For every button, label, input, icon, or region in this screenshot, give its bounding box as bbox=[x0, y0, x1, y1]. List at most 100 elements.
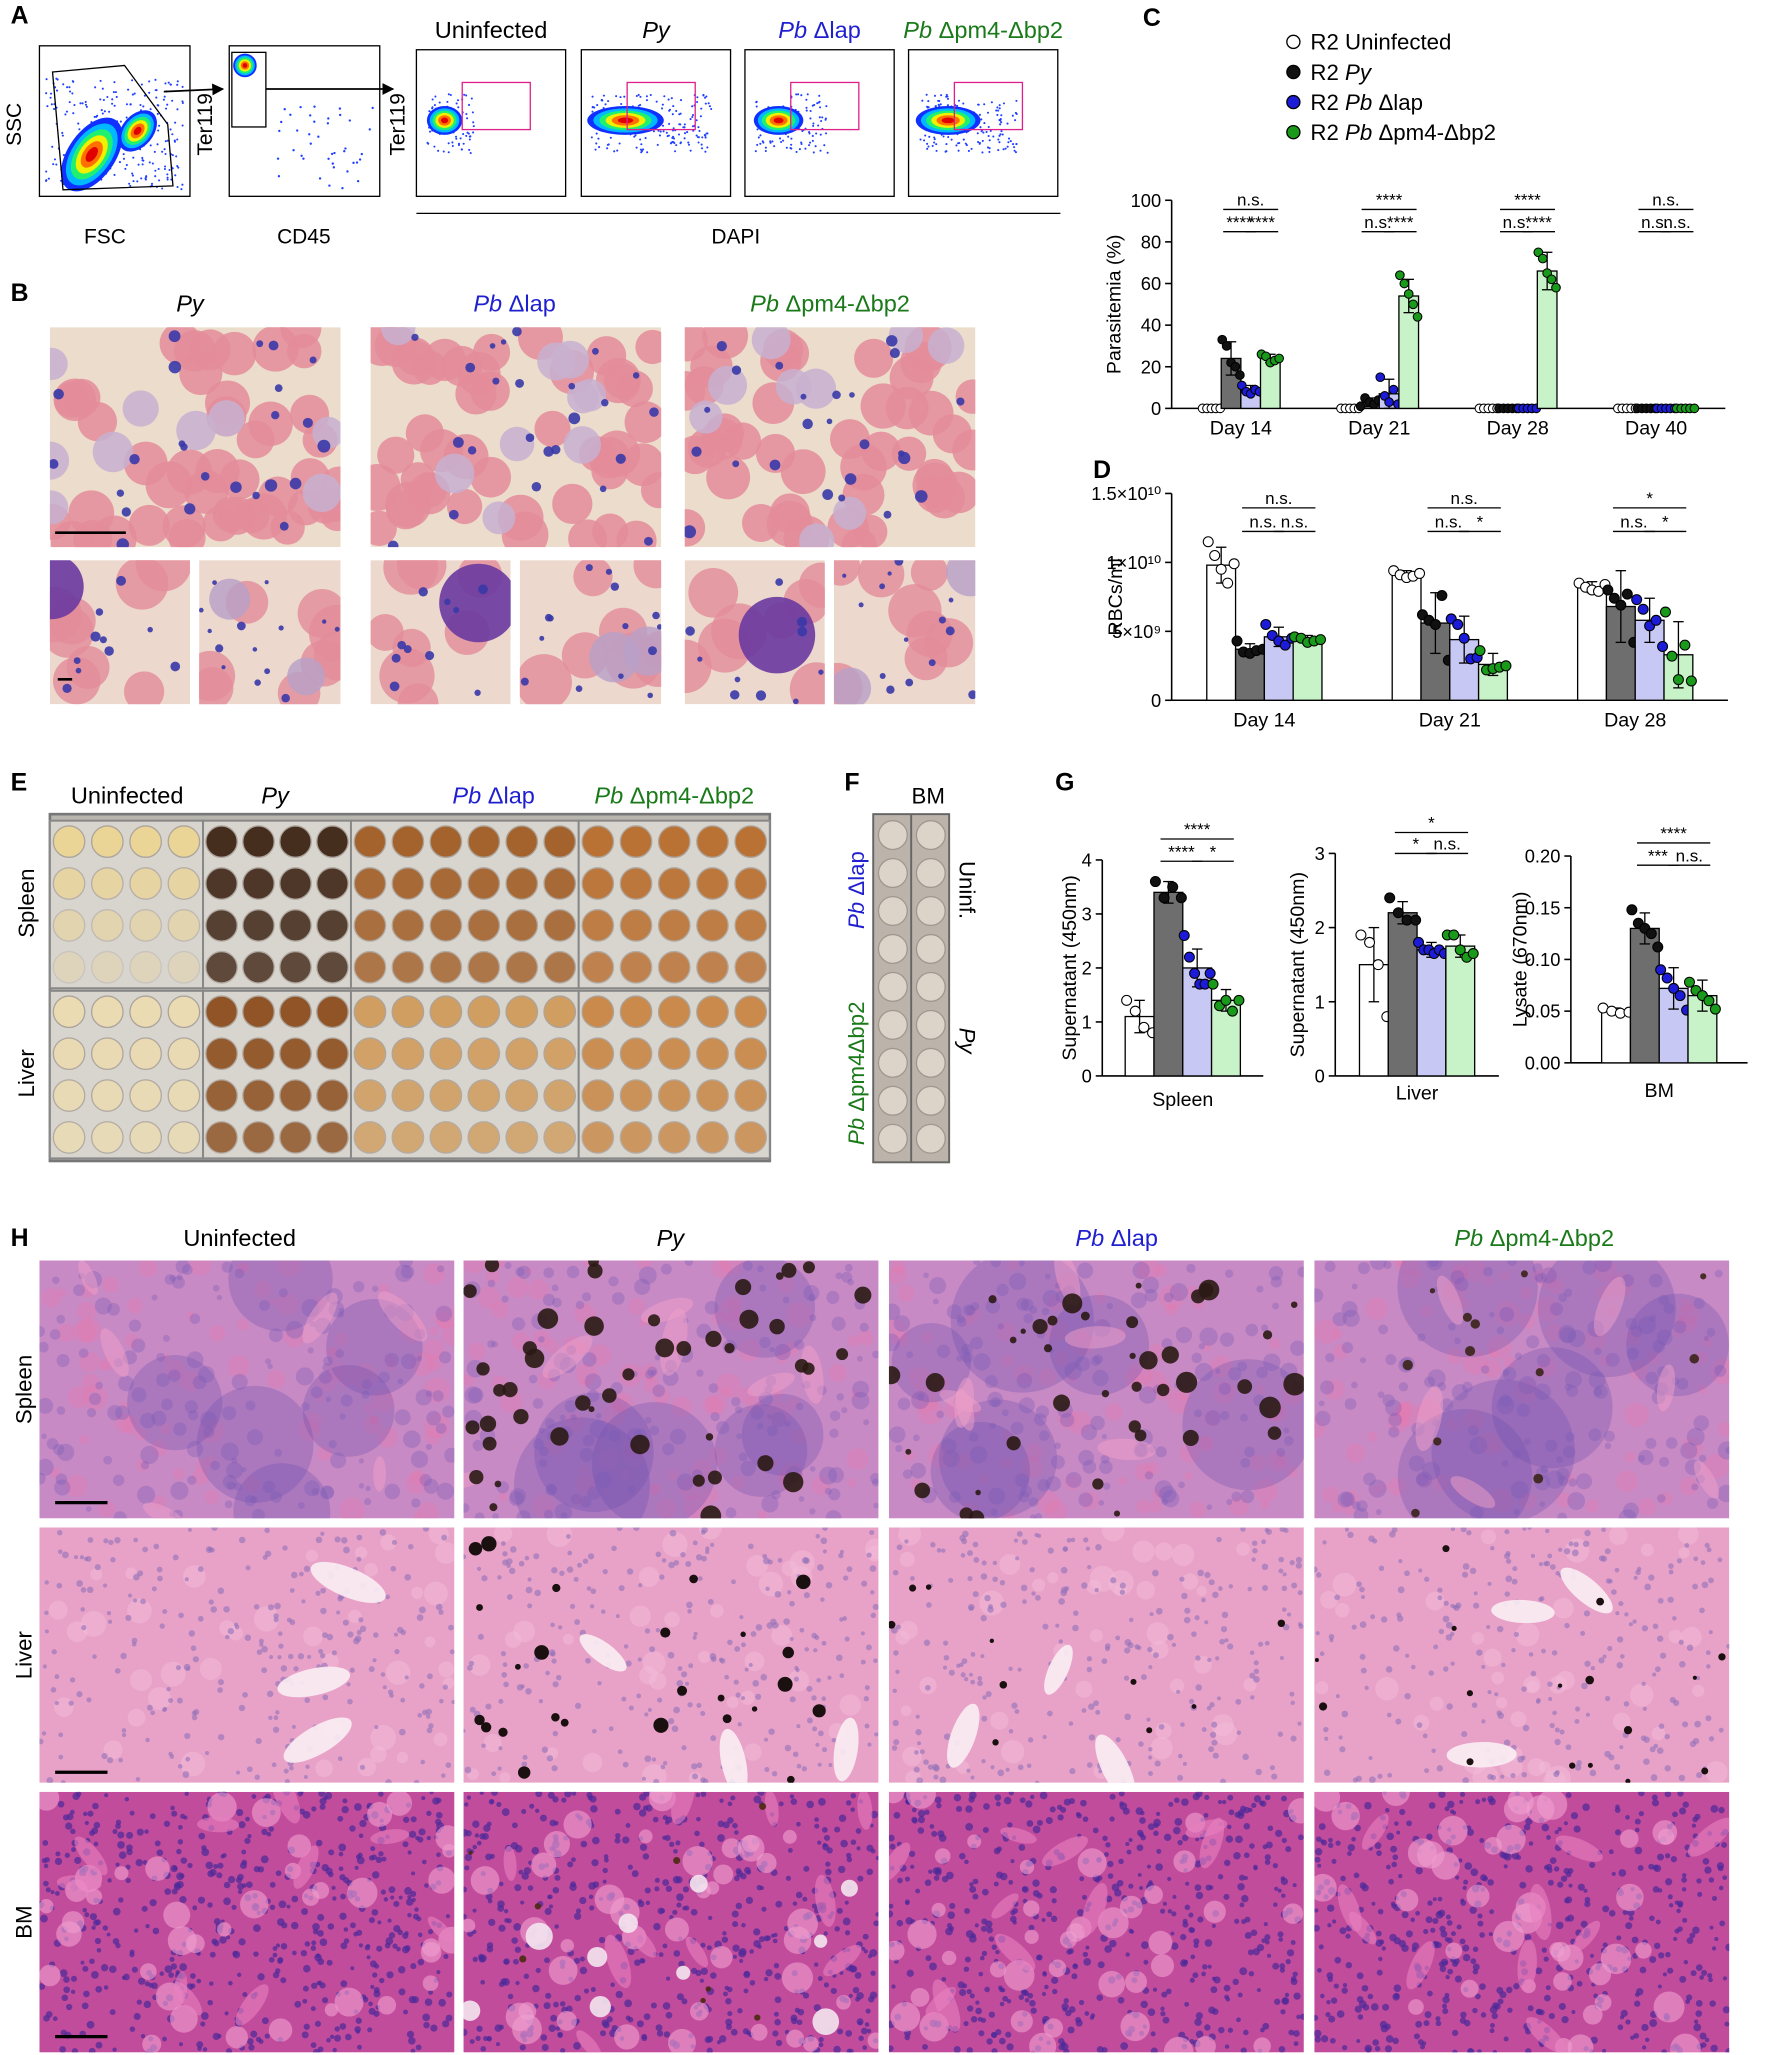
texture bbox=[1028, 1497, 1039, 1507]
texture bbox=[545, 1483, 557, 1495]
texture bbox=[867, 2032, 879, 2049]
texture bbox=[1115, 1737, 1121, 1743]
texture bbox=[1208, 1579, 1215, 1586]
texture bbox=[175, 1260, 191, 1274]
texture bbox=[1062, 1546, 1069, 1552]
texture bbox=[311, 1488, 320, 1496]
texture bbox=[508, 1491, 525, 1507]
texture bbox=[656, 624, 662, 630]
well bbox=[619, 1037, 653, 1071]
texture bbox=[476, 1362, 490, 1376]
texture bbox=[83, 1811, 88, 1817]
texture bbox=[1113, 1510, 1121, 1517]
texture bbox=[571, 1857, 576, 1863]
texture bbox=[370, 1829, 410, 1845]
texture bbox=[740, 1460, 756, 1477]
texture bbox=[424, 1998, 433, 2006]
texture bbox=[1181, 1592, 1188, 1600]
texture bbox=[77, 1301, 97, 1321]
event bbox=[683, 132, 687, 135]
texture bbox=[535, 1791, 543, 1798]
texture bbox=[76, 1691, 83, 1698]
texture bbox=[552, 1681, 559, 1688]
event bbox=[169, 128, 172, 131]
texture bbox=[537, 1308, 559, 1329]
texture bbox=[812, 2008, 840, 2035]
texture bbox=[713, 1864, 734, 1885]
texture bbox=[732, 1944, 740, 1952]
texture bbox=[644, 1712, 649, 1717]
event bbox=[1007, 141, 1010, 144]
event bbox=[602, 94, 605, 97]
texture bbox=[1259, 1396, 1281, 1419]
texture bbox=[1066, 1372, 1078, 1384]
texture bbox=[658, 1952, 664, 1958]
texture bbox=[343, 1938, 350, 1944]
texture bbox=[608, 1726, 614, 1732]
texture bbox=[1169, 1283, 1188, 1302]
event bbox=[988, 150, 991, 154]
texture bbox=[354, 2026, 361, 2033]
texture bbox=[179, 1896, 187, 1904]
texture bbox=[121, 1732, 127, 1738]
event bbox=[756, 128, 759, 131]
texture bbox=[946, 1871, 954, 1880]
well bbox=[543, 1079, 577, 1112]
texture bbox=[538, 1336, 545, 1343]
texture bbox=[855, 1996, 861, 2002]
texture bbox=[825, 1510, 842, 1519]
texture bbox=[580, 1496, 592, 1508]
texture bbox=[400, 1353, 417, 1370]
texture bbox=[1182, 1761, 1187, 1766]
texture bbox=[775, 578, 784, 586]
texture bbox=[588, 1894, 594, 1900]
texture bbox=[136, 1458, 149, 1472]
texture bbox=[1030, 2007, 1037, 2014]
texture bbox=[753, 1928, 761, 1936]
texture bbox=[400, 1697, 406, 1703]
event bbox=[162, 98, 165, 101]
texture bbox=[821, 1696, 827, 1702]
texture bbox=[753, 1939, 761, 1948]
texture bbox=[396, 1751, 409, 1764]
texture bbox=[1015, 1473, 1029, 1488]
event bbox=[447, 142, 450, 145]
texture bbox=[787, 1669, 810, 1692]
texture bbox=[656, 2030, 664, 2037]
event bbox=[771, 140, 774, 143]
texture bbox=[888, 1265, 907, 1285]
texture bbox=[1080, 1311, 1090, 1321]
texture bbox=[622, 1836, 630, 1844]
texture bbox=[91, 1971, 99, 1979]
texture bbox=[476, 2025, 483, 2032]
event bbox=[166, 173, 169, 176]
texture bbox=[291, 1571, 298, 1579]
event bbox=[156, 104, 159, 107]
texture bbox=[410, 1351, 435, 1377]
texture bbox=[731, 1397, 741, 1407]
texture bbox=[849, 392, 855, 398]
texture bbox=[1036, 1819, 1043, 1826]
texture bbox=[277, 1666, 351, 1698]
texture bbox=[633, 1802, 641, 1811]
event bbox=[997, 138, 1000, 141]
well bbox=[316, 825, 349, 858]
texture bbox=[950, 1260, 1094, 1393]
event bbox=[124, 167, 127, 170]
texture bbox=[165, 1359, 186, 1380]
texture bbox=[783, 1618, 790, 1625]
texture bbox=[1042, 1289, 1060, 1307]
texture bbox=[493, 1527, 513, 1543]
texture bbox=[865, 2008, 871, 2014]
texture bbox=[705, 1546, 710, 1551]
texture bbox=[591, 1836, 600, 1845]
texture bbox=[424, 1429, 441, 1445]
texture bbox=[1054, 1442, 1061, 1450]
texture bbox=[1080, 1799, 1087, 1807]
flow-plot bbox=[580, 49, 732, 197]
texture bbox=[738, 1338, 761, 1362]
texture bbox=[463, 1886, 468, 1893]
event bbox=[823, 144, 826, 147]
texture bbox=[863, 1696, 870, 1702]
texture bbox=[368, 1917, 375, 1924]
